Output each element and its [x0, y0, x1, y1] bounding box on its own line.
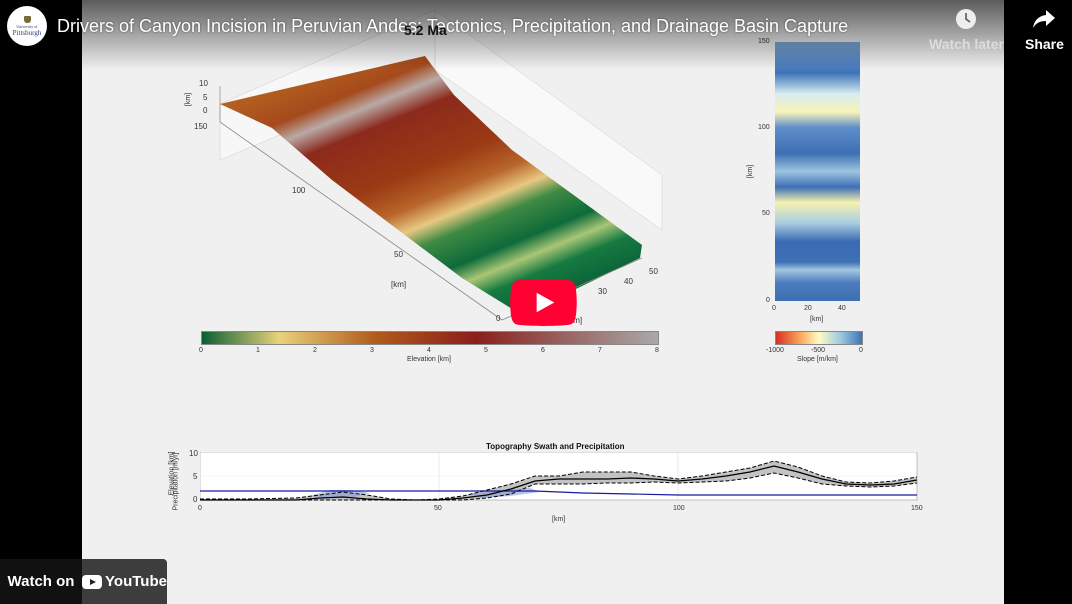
slope-colorbar-tick: 0: [859, 347, 863, 354]
swath-x-tick-50: 50: [434, 505, 442, 512]
slope-y-axis-label: [km]: [747, 164, 755, 179]
slope-y-tick-150: 150: [758, 38, 770, 45]
elevation-colorbar: [201, 331, 659, 345]
colorbar-tick: 1: [256, 347, 260, 354]
slope-heatmap: [775, 42, 860, 301]
watch-on-youtube-button[interactable]: Watch on YouTube: [0, 559, 167, 604]
watch-later-button[interactable]: Watch later: [929, 8, 1004, 52]
swath-x-label: [km]: [552, 516, 566, 523]
colorbar-tick: 0: [199, 347, 203, 354]
share-label: Share: [1025, 36, 1064, 52]
x-tick-0: 0: [496, 314, 501, 323]
logo-line1: University of: [16, 23, 38, 29]
colorbar-tick: 6: [541, 347, 545, 354]
z-tick-10: 10: [199, 79, 208, 88]
slope-x-tick-40: 40: [838, 305, 846, 312]
slope-x-tick-0: 0: [772, 305, 776, 312]
youtube-wordmark: YouTube: [105, 573, 167, 590]
z-tick-5: 5: [203, 93, 208, 102]
frame-time-label: 5.2 Ma: [404, 22, 447, 38]
z-tick-0: 0: [203, 106, 208, 115]
y-axis-label: [km]: [391, 280, 407, 289]
swath-y-tick-10: 10: [189, 449, 198, 458]
z-axis-label: [km]: [185, 92, 193, 107]
x-tick-50: 50: [649, 267, 658, 276]
logo-line2: Pittsburgh: [12, 28, 42, 37]
watch-later-label: Watch later: [929, 36, 1004, 52]
video-title[interactable]: Drivers of Canyon Incision in Peruvian A…: [57, 16, 849, 36]
x-tick-40: 40: [624, 277, 633, 286]
swath-x-tick-0: 0: [198, 505, 202, 512]
y-tick-150: 150: [194, 122, 208, 131]
slope-colorbar-tick: -500: [811, 347, 826, 354]
crest-icon: [23, 15, 31, 23]
swath-chart: [200, 452, 918, 501]
elevation-colorbar-label: Elevation [km]: [407, 356, 451, 363]
colorbar-tick: 3: [370, 347, 374, 354]
y-tick-50: 50: [394, 250, 403, 259]
youtube-logo: YouTube: [82, 559, 167, 604]
watch-on-label: Watch on: [0, 559, 82, 604]
slope-colorbar-label: Slope [m/km]: [797, 356, 838, 363]
play-button[interactable]: [510, 279, 577, 326]
play-icon: [536, 292, 555, 313]
slope-y-tick-0: 0: [766, 297, 770, 304]
clock-icon: [956, 9, 977, 29]
swath-y-tick-0: 0: [193, 495, 198, 504]
colorbar-tick: 4: [427, 347, 431, 354]
swath-x-tick-150: 150: [911, 505, 923, 512]
swath-x-tick-100: 100: [673, 505, 685, 512]
colorbar-tick: 5: [484, 347, 488, 354]
slope-x-tick-20: 20: [804, 305, 812, 312]
swath-chart-title: Topography Swath and Precipitation: [486, 442, 625, 451]
slope-y-tick-50: 50: [762, 210, 770, 217]
slope-y-tick-100: 100: [758, 124, 770, 131]
share-button[interactable]: Share: [1025, 8, 1064, 52]
slope-x-axis-label: [km]: [810, 316, 824, 323]
channel-avatar[interactable]: University of Pittsburgh: [7, 6, 47, 46]
colorbar-tick: 7: [598, 347, 602, 354]
colorbar-tick: 2: [313, 347, 317, 354]
youtube-play-icon: [82, 574, 103, 589]
colorbar-tick: 8: [655, 347, 659, 354]
y-tick-100: 100: [292, 186, 306, 195]
swath-y-label-precip: Precipitation [m/yr]: [172, 452, 180, 511]
slope-colorbar-tick: -1000: [766, 347, 784, 354]
x-tick-30: 30: [598, 287, 607, 296]
swath-y-tick-5: 5: [193, 472, 198, 481]
slope-colorbar: [775, 331, 863, 345]
share-arrow-icon: [1033, 10, 1056, 28]
